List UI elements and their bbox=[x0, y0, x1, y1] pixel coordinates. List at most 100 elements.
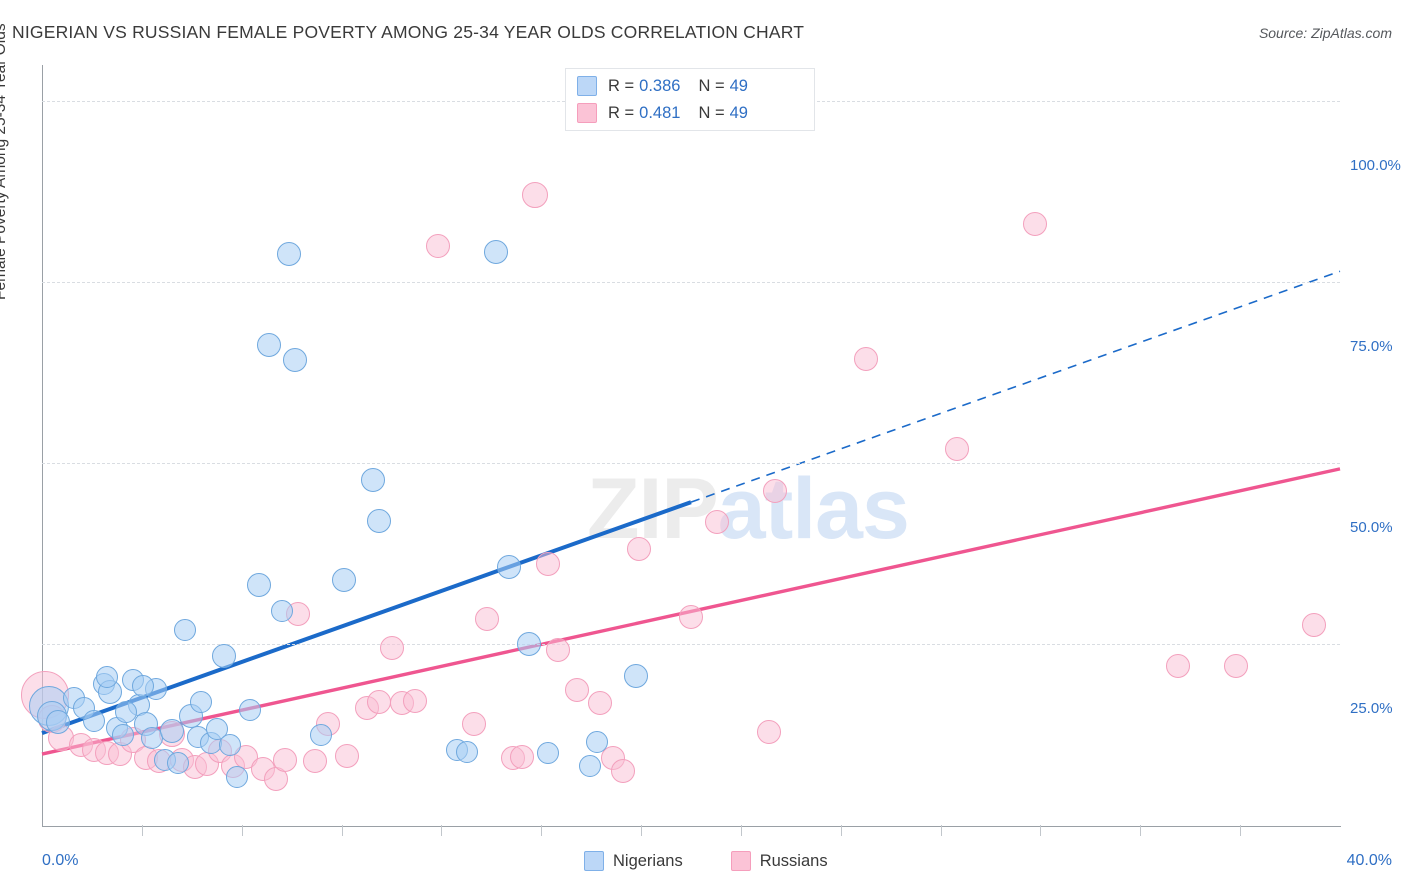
gridline-y bbox=[42, 644, 1340, 646]
r-value-russians: 0.481 bbox=[639, 103, 681, 122]
data-point-russians[interactable] bbox=[1022, 212, 1047, 237]
n-label-nigerians: N = bbox=[698, 76, 725, 95]
x-axis-tick bbox=[241, 825, 243, 836]
gridline-y bbox=[42, 463, 1340, 465]
data-point-nigerians[interactable] bbox=[360, 468, 385, 493]
legend-swatch-russians bbox=[577, 103, 597, 123]
data-point-nigerians[interactable] bbox=[283, 348, 308, 373]
stats-legend-row-russians: R = 0.481 N = 49 bbox=[577, 100, 748, 126]
x-axis-tick bbox=[740, 825, 742, 836]
data-point-nigerians[interactable] bbox=[310, 723, 333, 746]
data-point-russians[interactable] bbox=[763, 478, 788, 503]
y-axis-line bbox=[42, 65, 43, 827]
data-point-nigerians[interactable] bbox=[82, 709, 105, 732]
data-point-russians[interactable] bbox=[704, 510, 729, 535]
data-point-nigerians[interactable] bbox=[206, 718, 229, 741]
data-point-russians[interactable] bbox=[380, 636, 405, 661]
x-axis-tick bbox=[1040, 825, 1042, 836]
data-point-nigerians[interactable] bbox=[46, 710, 71, 735]
data-point-nigerians[interactable] bbox=[537, 742, 560, 765]
data-point-nigerians[interactable] bbox=[219, 734, 242, 757]
data-point-nigerians[interactable] bbox=[131, 675, 154, 698]
data-point-nigerians[interactable] bbox=[257, 333, 282, 358]
x-axis-tick bbox=[441, 825, 443, 836]
trend-line-nigerians-dashed bbox=[690, 270, 1341, 503]
data-point-russians[interactable] bbox=[545, 637, 570, 662]
data-point-russians[interactable] bbox=[425, 233, 450, 258]
data-point-russians[interactable] bbox=[335, 743, 360, 768]
data-point-russians[interactable] bbox=[510, 744, 535, 769]
x-axis-label-min: 0.0% bbox=[42, 852, 79, 869]
x-axis-tick bbox=[940, 825, 942, 836]
plot-area: ZIPatlas 100.0% 75.0% 50.0% 25.0% bbox=[21, 65, 1401, 836]
data-point-russians[interactable] bbox=[536, 552, 561, 577]
data-point-nigerians[interactable] bbox=[238, 698, 261, 721]
data-point-nigerians[interactable] bbox=[484, 239, 509, 264]
data-point-nigerians[interactable] bbox=[159, 718, 184, 743]
x-axis-tick bbox=[1140, 825, 1142, 836]
data-point-russians[interactable] bbox=[474, 606, 499, 631]
x-axis-tick bbox=[1240, 825, 1242, 836]
data-point-nigerians[interactable] bbox=[167, 751, 190, 774]
data-point-russians[interactable] bbox=[854, 346, 879, 371]
data-point-nigerians[interactable] bbox=[112, 724, 135, 747]
data-point-nigerians[interactable] bbox=[211, 644, 236, 669]
x-axis-label-max: 40.0% bbox=[1346, 852, 1392, 869]
data-point-russians[interactable] bbox=[610, 759, 635, 784]
data-point-nigerians[interactable] bbox=[497, 555, 522, 580]
data-point-russians[interactable] bbox=[461, 712, 486, 737]
data-point-nigerians[interactable] bbox=[623, 663, 648, 688]
y-axis-title: Female Poverty Among 25-34 Year Olds bbox=[0, 23, 9, 300]
series-swatch-nigerians bbox=[584, 851, 604, 871]
data-point-nigerians[interactable] bbox=[585, 731, 608, 754]
x-axis-tick bbox=[641, 825, 643, 836]
x-axis-tick bbox=[141, 825, 143, 836]
data-point-russians[interactable] bbox=[627, 536, 652, 561]
data-point-nigerians[interactable] bbox=[115, 701, 138, 724]
data-point-nigerians[interactable] bbox=[276, 241, 301, 266]
data-point-russians[interactable] bbox=[756, 720, 781, 745]
data-point-nigerians[interactable] bbox=[190, 690, 212, 713]
data-point-russians[interactable] bbox=[565, 678, 590, 703]
series-swatch-russians bbox=[730, 851, 751, 871]
y-axis-tick-label: 100.0% bbox=[1350, 157, 1401, 175]
data-point-russians[interactable] bbox=[588, 691, 613, 716]
data-point-nigerians[interactable] bbox=[367, 509, 392, 533]
data-point-nigerians[interactable] bbox=[579, 754, 602, 777]
data-point-russians[interactable] bbox=[403, 688, 428, 713]
stats-legend-row-nigerians: R = 0.386 N = 49 bbox=[577, 73, 748, 99]
data-point-nigerians[interactable] bbox=[225, 766, 248, 789]
x-axis-tick bbox=[541, 825, 543, 836]
series-legend-item-nigerians[interactable]: Nigerians bbox=[584, 851, 683, 871]
data-point-nigerians[interactable] bbox=[95, 666, 118, 689]
x-axis-line bbox=[42, 826, 1341, 827]
y-axis-tick-label: 75.0% bbox=[1350, 338, 1393, 356]
data-point-russians[interactable] bbox=[1302, 613, 1327, 638]
r-value-nigerians: 0.386 bbox=[639, 76, 681, 95]
source-attribution: Source: ZipAtlas.com bbox=[1258, 25, 1392, 41]
data-point-nigerians[interactable] bbox=[173, 618, 196, 641]
data-point-nigerians[interactable] bbox=[271, 599, 294, 622]
series-legend-item-russians[interactable]: Russians bbox=[730, 851, 828, 871]
data-point-nigerians[interactable] bbox=[456, 740, 479, 763]
data-point-nigerians[interactable] bbox=[516, 632, 541, 657]
data-point-nigerians[interactable] bbox=[331, 568, 356, 593]
gridline-y bbox=[42, 282, 1340, 284]
data-point-russians[interactable] bbox=[1224, 653, 1249, 678]
r-label-russians: R = bbox=[608, 103, 635, 122]
data-point-russians[interactable] bbox=[522, 182, 549, 209]
data-point-russians[interactable] bbox=[273, 747, 298, 772]
page-title: NIGERIAN VS RUSSIAN FEMALE POVERTY AMONG… bbox=[12, 22, 805, 42]
data-point-russians[interactable] bbox=[302, 749, 327, 774]
r-label-nigerians: R = bbox=[608, 76, 635, 95]
series-label-russians: Russians bbox=[759, 851, 828, 870]
data-point-russians[interactable] bbox=[945, 436, 970, 461]
y-axis-tick-label: 25.0% bbox=[1350, 700, 1393, 718]
n-value-nigerians: 49 bbox=[729, 76, 748, 95]
data-point-russians[interactable] bbox=[1165, 654, 1190, 679]
n-value-russians: 49 bbox=[729, 103, 748, 122]
data-point-nigerians[interactable] bbox=[247, 572, 272, 597]
data-point-russians[interactable] bbox=[679, 604, 703, 629]
x-axis-tick bbox=[341, 825, 343, 836]
